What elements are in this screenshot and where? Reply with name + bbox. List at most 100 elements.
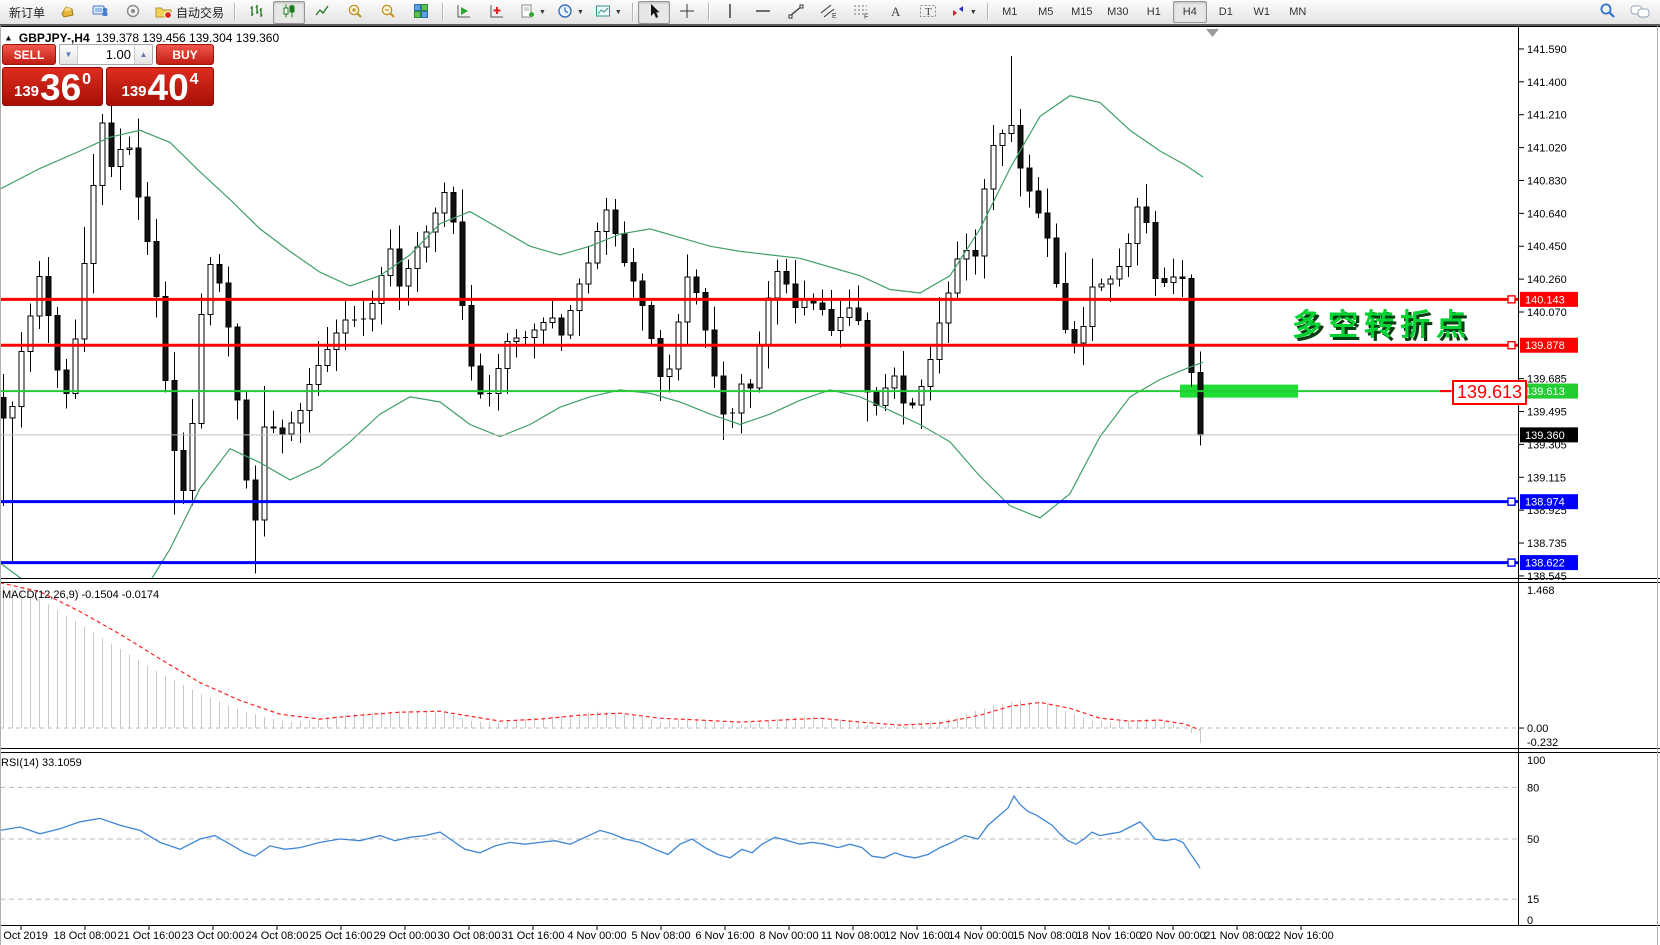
svg-text:31 Oct 16:00: 31 Oct 16:00 (502, 930, 565, 942)
horizontal-line-tool-button[interactable] (747, 1, 779, 24)
sell-price-pip-digit: 0 (82, 71, 92, 88)
macd-signal-line (0, 583, 1201, 731)
new-order-button[interactable]: 新订单 (4, 1, 50, 24)
svg-text:1.468: 1.468 (1527, 585, 1555, 597)
deposit-gold-button[interactable] (51, 1, 83, 24)
svg-text:21 Oct 16:00: 21 Oct 16:00 (118, 930, 181, 942)
timeframe-button-W1[interactable]: W1 (1253, 6, 1271, 18)
template-dropdown[interactable]: ▼ (590, 1, 627, 24)
svg-text:F: F (864, 13, 868, 19)
svg-text:11 Nov 08:00: 11 Nov 08:00 (821, 930, 886, 942)
candlestick-chart-icon (281, 3, 297, 22)
alerts-button[interactable] (117, 1, 149, 24)
volume-input[interactable] (78, 45, 134, 64)
svg-text:138.545: 138.545 (1527, 571, 1567, 583)
volume-stepper: ▼ ▲ (59, 44, 153, 65)
sell-button-label: SELL (13, 47, 45, 62)
horizontal-level-lines[interactable] (0, 297, 1518, 565)
candlestick-chart-button[interactable] (273, 0, 306, 24)
tile-windows-button[interactable] (405, 1, 437, 24)
volume-increase-button[interactable]: ▲ (134, 45, 152, 64)
toolbar-separator (631, 3, 633, 21)
toolbar-separator (707, 3, 709, 21)
vertical-line-tool-button[interactable] (714, 1, 746, 24)
new-chart-dropdown[interactable]: ▼ (514, 1, 551, 24)
timeframe-button-H4[interactable]: H4 (1172, 1, 1207, 23)
svg-text:0.00: 0.00 (1527, 723, 1548, 735)
svg-text:138.735: 138.735 (1527, 538, 1567, 550)
svg-text:A: A (891, 4, 901, 19)
svg-text:138.974: 138.974 (1525, 497, 1565, 509)
timeframe-button-M5[interactable]: M5 (1038, 6, 1054, 18)
svg-text:50: 50 (1527, 834, 1539, 846)
periods-dropdown[interactable]: ▼ (552, 1, 589, 24)
price-callout-label: 139.613 (1452, 380, 1528, 405)
window-collapse-icon[interactable]: ▲ (4, 33, 13, 43)
timeframe-button-MN[interactable]: MN (1289, 6, 1307, 18)
rsi-level-lines (0, 786, 1518, 900)
zoom-in-button[interactable] (339, 1, 371, 24)
turning-point-annotation: 多空转折点 (1292, 309, 1472, 342)
svg-text:18 Nov 16:00: 18 Nov 16:00 (1076, 930, 1141, 942)
text-label-tool-button[interactable]: T (912, 1, 944, 24)
timeframe-button-M15[interactable]: M15 (1071, 6, 1093, 18)
alerts-icon (125, 3, 141, 22)
fibonacci-tool-button[interactable]: F (846, 1, 878, 24)
svg-text:138.622: 138.622 (1525, 558, 1565, 570)
sell-price-big-digits: 36 (40, 66, 82, 108)
chat-button[interactable] (1624, 1, 1656, 24)
svg-text:100: 100 (1527, 755, 1545, 767)
chevron-down-icon: ▼ (969, 8, 977, 16)
search-button[interactable] (1591, 1, 1623, 24)
add-indicator-button[interactable] (481, 1, 513, 24)
bar-chart-icon (248, 3, 264, 22)
bar-chart-button[interactable] (240, 1, 272, 24)
timeframe-button-M30[interactable]: M30 (1107, 6, 1129, 18)
chart-shift-marker-icon[interactable] (1206, 29, 1219, 37)
toolbar-separator (442, 3, 444, 21)
timeframe-button-M1[interactable]: M1 (1002, 6, 1018, 18)
zoom-out-button[interactable] (372, 1, 404, 24)
autotrading-button[interactable]: 自动交易 (150, 1, 229, 24)
sell-button[interactable]: SELL (2, 44, 56, 65)
timeframe-button-H1[interactable]: H1 (1146, 6, 1161, 18)
price-axis[interactable]: 141.590 141.400 141.210 141.020 140.830 140.6… (1518, 44, 1567, 927)
line-chart-button[interactable] (306, 1, 338, 24)
zoom-in-icon (347, 3, 363, 22)
strategy-tester-button[interactable] (84, 1, 116, 24)
arrows-dropdown[interactable]: ▼ (945, 1, 982, 24)
channel-tool-button[interactable]: E (813, 1, 845, 24)
svg-text:140.640: 140.640 (1527, 208, 1567, 220)
svg-text:140.143: 140.143 (1525, 294, 1565, 306)
timeframe-group: M1 M5 M15 M30 H1 H4 D1 W1 MN (993, 1, 1315, 23)
sell-price-button[interactable]: 139 36 0 (2, 66, 104, 108)
zoom-out-icon (380, 3, 396, 22)
volume-decrease-button[interactable]: ▼ (60, 45, 78, 64)
svg-text:139.305: 139.305 (1527, 439, 1567, 451)
svg-text:E: E (832, 13, 837, 19)
svg-text:24 Oct 08:00: 24 Oct 08:00 (246, 930, 309, 942)
horizontal-line-icon (755, 4, 771, 21)
indicators-button[interactable] (448, 1, 480, 24)
add-indicator-icon (489, 3, 505, 22)
buy-button[interactable]: BUY (156, 44, 214, 65)
trendline-tool-button[interactable] (780, 1, 812, 24)
crosshair-icon (679, 3, 695, 22)
template-icon (595, 3, 611, 22)
symbol-period-label: GBPJPY-,H4 (18, 31, 90, 45)
text-tool-button[interactable]: A (879, 1, 911, 24)
svg-text:12 Nov 16:00: 12 Nov 16:00 (884, 930, 949, 942)
cursor-button[interactable] (637, 0, 670, 24)
timeframe-button-D1[interactable]: D1 (1218, 6, 1233, 18)
text-label-icon: T (919, 3, 937, 22)
line-chart-icon (314, 3, 330, 22)
svg-text:80: 80 (1527, 782, 1539, 794)
svg-text:139.495: 139.495 (1527, 407, 1567, 419)
crosshair-button[interactable] (671, 1, 703, 24)
buy-price-button[interactable]: 139 40 4 (106, 67, 214, 106)
new-order-label: 新订单 (9, 5, 46, 20)
buy-price-big-digits: 40 (147, 66, 189, 108)
svg-text:15: 15 (1527, 894, 1539, 906)
